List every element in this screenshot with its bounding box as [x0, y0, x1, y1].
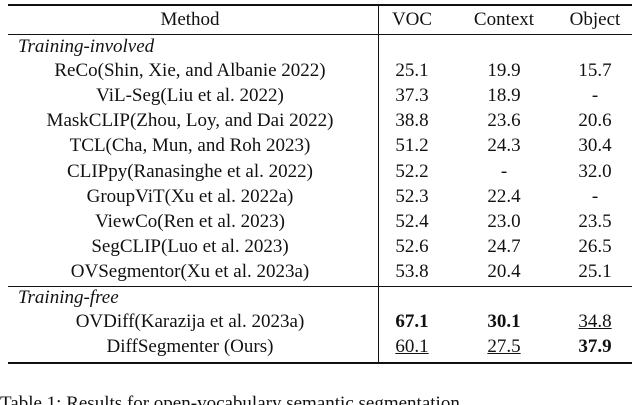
- method-cell: OVDiff(Karazija et al. 2023a): [75, 311, 305, 332]
- score-cell: 24.7: [487, 236, 521, 258]
- score-cell: 26.5: [578, 236, 612, 258]
- score-cell: -: [500, 160, 508, 182]
- method-cell: GroupViT(Xu et al. 2022a): [86, 185, 294, 207]
- score-cell: 22.4: [487, 185, 521, 207]
- header-cell: VOC: [391, 9, 433, 30]
- method-cell: MaskCLIP(Zhou, Loy, and Dai 2022): [46, 110, 334, 132]
- score-cell: 20.6: [578, 110, 612, 132]
- top-rule: [8, 4, 632, 6]
- score-cell: 52.4: [395, 210, 429, 232]
- header-cell: Object: [569, 9, 621, 30]
- score-cell: 60.1: [395, 336, 429, 358]
- score-cell: 19.9: [487, 60, 521, 81]
- method-cell: OVSegmentor(Xu et al. 2023a): [70, 261, 310, 283]
- score-cell: 23.5: [578, 210, 612, 232]
- score-cell: 52.6: [395, 236, 429, 258]
- score-cell: 38.8: [395, 110, 429, 132]
- score-cell: 24.3: [487, 135, 521, 157]
- score-cell: 30.1: [487, 311, 521, 332]
- score-cell: 34.8: [578, 311, 612, 332]
- score-cell: 23.0: [487, 210, 521, 232]
- header-rule: [8, 34, 632, 35]
- score-cell: -: [591, 85, 599, 107]
- score-cell: 53.8: [395, 261, 429, 283]
- header-cell: Context: [473, 9, 535, 30]
- method-cell: ViL-Seg(Liu et al. 2022): [96, 85, 284, 107]
- method-cell: CLIPpy(Ranasinghe et al. 2022): [67, 160, 313, 182]
- score-cell: 20.4: [487, 261, 521, 283]
- score-cell: 27.5: [487, 336, 521, 358]
- bottom-rule: [8, 362, 632, 364]
- column-divider: [378, 5, 379, 362]
- score-cell: 52.3: [395, 185, 429, 207]
- method-cell: ReCo(Shin, Xie, and Albanie 2022): [54, 60, 326, 81]
- group-title: Training-involved: [18, 36, 155, 57]
- score-cell: 67.1: [395, 311, 429, 332]
- score-cell: 25.1: [578, 261, 612, 283]
- group-title: Training-free: [18, 287, 119, 308]
- score-cell: -: [591, 185, 599, 207]
- method-cell: SegCLIP(Luo et al. 2023): [91, 236, 289, 258]
- score-cell: 25.1: [395, 60, 429, 81]
- method-cell: ViewCo(Ren et al. 2023): [95, 210, 285, 232]
- score-cell: 15.7: [578, 60, 612, 81]
- score-cell: 23.6: [487, 110, 521, 132]
- method-cell: DiffSegmenter (Ours): [106, 336, 274, 358]
- method-cell: TCL(Cha, Mun, and Roh 2023): [69, 135, 311, 157]
- score-cell: 37.9: [578, 336, 612, 358]
- score-cell: 30.4: [578, 135, 612, 157]
- score-cell: 51.2: [395, 135, 429, 157]
- score-cell: 18.9: [487, 85, 521, 107]
- score-cell: 37.3: [395, 85, 429, 107]
- caption: Table 1: Results for open-vocabulary sem…: [0, 393, 460, 405]
- header-cell: Method: [160, 9, 220, 30]
- score-cell: 52.2: [395, 160, 429, 182]
- group-rule: [8, 286, 632, 287]
- score-cell: 32.0: [578, 160, 612, 182]
